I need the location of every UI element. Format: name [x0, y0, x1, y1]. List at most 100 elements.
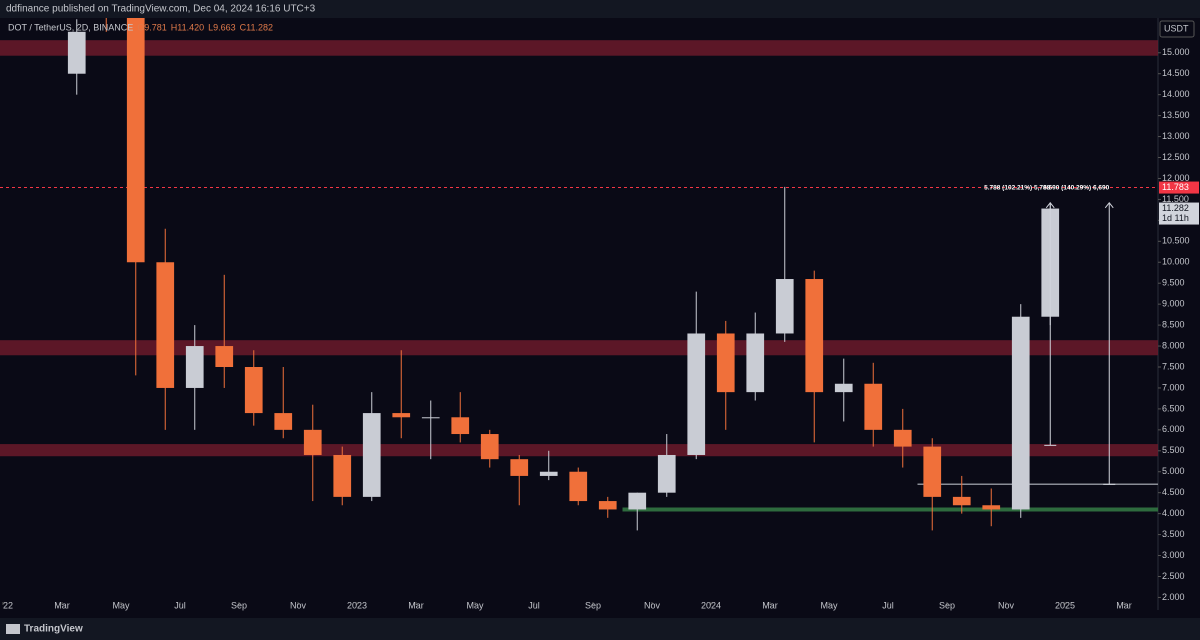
publisher: ddfinance published on TradingView.com, …	[6, 4, 316, 15]
y-tick-label: 11.500	[1162, 194, 1189, 204]
y-tick-label: 9.500	[1162, 278, 1185, 288]
currency: USDT	[1164, 23, 1189, 33]
y-tick-label: 4.500	[1162, 487, 1185, 497]
x-tick-label: 2025	[1055, 600, 1075, 610]
x-tick-label: Jul	[882, 600, 894, 610]
measure-label: 6.690 (140.29%) 6,690	[1043, 184, 1110, 191]
y-tick-label: 7.000	[1162, 382, 1185, 392]
y-tick-label: 3.000	[1162, 550, 1185, 560]
y-tick-label: 4.000	[1162, 508, 1185, 518]
y-tick-label: 9.000	[1162, 299, 1185, 309]
zone	[0, 340, 1158, 356]
x-tick-label: Nov	[998, 600, 1015, 610]
candle-body	[893, 429, 912, 447]
measure-arrow	[1104, 201, 1114, 209]
candle-body	[126, 18, 145, 263]
legend-value: C11.282	[240, 22, 273, 32]
y-tick-label: 13.000	[1162, 131, 1190, 141]
x-tick-label: Mar	[762, 600, 778, 610]
x-tick-label: 2024	[701, 600, 721, 610]
y-tick-label: 2.000	[1162, 592, 1185, 602]
countdown: 1d 11h	[1162, 213, 1189, 223]
candle-body	[982, 505, 1001, 510]
x-tick-label: Jul	[174, 600, 186, 610]
candle-body	[657, 454, 676, 493]
high-badge-label: 11.783	[1162, 182, 1189, 192]
plot	[0, 18, 1158, 531]
y-tick-label: 6.000	[1162, 424, 1185, 434]
candle-body	[834, 383, 853, 393]
legend-value: O9.781	[137, 22, 167, 32]
y-tick-label: 13.500	[1162, 110, 1190, 120]
candle-body	[1011, 316, 1030, 510]
candle-body	[716, 333, 735, 393]
candle-body	[687, 333, 706, 455]
logo-icon	[6, 624, 20, 634]
x-tick-label: 2023	[347, 600, 367, 610]
currency-box	[1159, 20, 1195, 38]
y-tick-label: 12.500	[1162, 152, 1190, 162]
legend-value: L9.663	[208, 22, 236, 32]
candle-body	[303, 429, 322, 455]
header-bar	[0, 0, 1200, 18]
measure-label: 5.788 (102.21%) 5,788	[984, 184, 1051, 191]
y-tick-label: 10.500	[1162, 236, 1190, 246]
candle-body	[510, 459, 529, 476]
candle-body	[333, 454, 352, 497]
x-tick-label: Nov	[644, 600, 661, 610]
candle-body	[244, 366, 263, 414]
y-tick-label: 15.000	[1162, 47, 1190, 57]
candle-body	[864, 383, 883, 430]
x-tick-label: Mar	[1116, 600, 1132, 610]
overlay: 2.000 2.500 3.000 3.500 4.000 4.500 5.000 5.500…	[2, 20, 1199, 610]
y-tick-label: 7.500	[1162, 361, 1185, 371]
candle-body	[185, 346, 204, 388]
candle-body	[67, 31, 86, 74]
y-tick-label: 6.500	[1162, 403, 1185, 413]
candle-body	[569, 471, 588, 502]
legend-value: H11.420	[171, 22, 204, 32]
symbol: DOT / TetherUS, 2D, BINANCE	[8, 22, 133, 32]
candle-body	[746, 333, 765, 393]
candle-body	[421, 417, 440, 419]
y-tick-label: 5.000	[1162, 466, 1185, 476]
x-tick-label: May	[820, 600, 838, 610]
candle-body	[539, 471, 558, 476]
candle-body	[628, 492, 647, 510]
candle-body	[775, 279, 794, 334]
candle-body	[362, 413, 381, 497]
candle-body	[274, 413, 293, 430]
logo: TradingView	[24, 624, 83, 635]
candle-body	[215, 346, 234, 367]
last-price-badge	[1159, 202, 1199, 225]
candle-body	[156, 262, 175, 388]
x-tick-label: Jul	[528, 600, 540, 610]
x-tick-label: May	[112, 600, 130, 610]
footer-bar	[0, 618, 1200, 640]
x-tick-label: Nov	[290, 600, 307, 610]
x-tick-label: May	[466, 600, 484, 610]
y-tick-label: 5.500	[1162, 445, 1185, 455]
candle-body	[451, 417, 470, 435]
zone	[0, 40, 1158, 56]
candle-body	[952, 496, 971, 506]
y-tick-label: 14.000	[1162, 89, 1190, 99]
y-tick-label: 14.500	[1162, 68, 1190, 78]
x-tick-label: Sep	[585, 600, 601, 610]
y-tick-label: 8.500	[1162, 319, 1185, 329]
x-tick-label: Mar	[408, 600, 424, 610]
candle-body	[923, 446, 942, 497]
zone	[0, 444, 1158, 457]
y-tick-label: 10.000	[1162, 257, 1190, 267]
y-tick-label: 12.000	[1162, 173, 1190, 183]
x-tick-label: Mar	[54, 600, 70, 610]
high-badge	[1159, 181, 1199, 194]
measure-arrow	[1045, 201, 1055, 209]
candle-body	[392, 413, 411, 418]
y-tick-label: 3.500	[1162, 529, 1185, 539]
x-tick-label: Sep	[939, 600, 955, 610]
candle-body	[598, 501, 617, 510]
candle-body	[805, 279, 824, 393]
